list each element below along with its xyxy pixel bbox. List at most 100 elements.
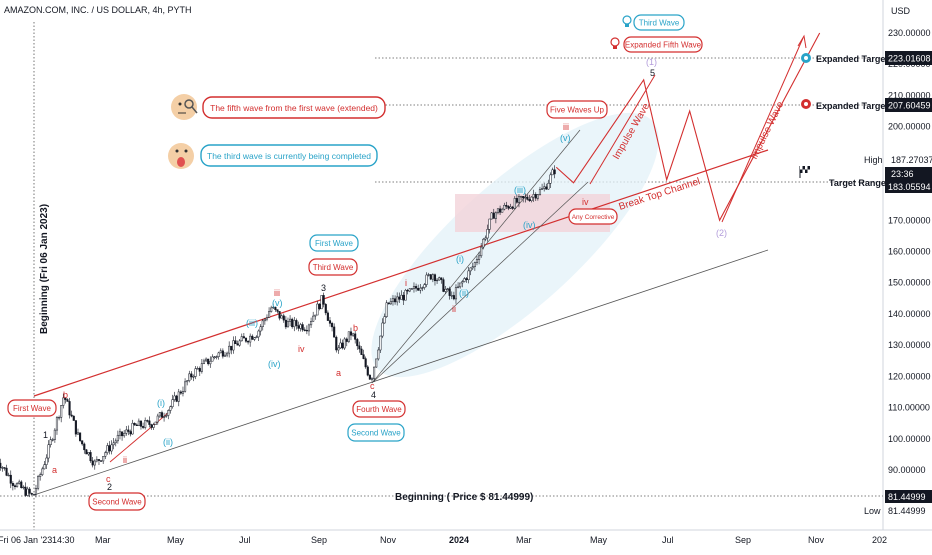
- candle-body: [297, 325, 300, 329]
- candle-body: [383, 316, 386, 324]
- candle-body: [494, 212, 497, 219]
- candle-body: [517, 196, 521, 203]
- callout-third-wave-mid[interactable]: Third Wave: [308, 258, 358, 276]
- candle-body: [276, 309, 279, 312]
- candle-body: [3, 467, 6, 469]
- y-tick-label: 90.00000: [888, 465, 926, 475]
- candle-body: [284, 319, 287, 328]
- candle-body: [163, 416, 166, 418]
- candle-body: [478, 255, 481, 260]
- candle-body: [194, 368, 197, 377]
- y-tick-label: 130.00000: [888, 340, 931, 350]
- candle-body: [412, 286, 416, 289]
- candle-body: [461, 281, 464, 284]
- candle-body: [551, 169, 554, 176]
- candle-body: [26, 488, 29, 496]
- lightbulb-icon: [610, 37, 620, 49]
- callout-first-wave-mid[interactable]: First Wave: [309, 234, 359, 252]
- y-tick-label: 160.00000: [888, 247, 931, 257]
- candle-body: [179, 391, 182, 394]
- lower-channel-line: [33, 249, 769, 496]
- candle-body: [64, 397, 67, 400]
- candle-body: [318, 303, 321, 310]
- candle-body: [524, 196, 527, 199]
- candle-body: [62, 397, 65, 406]
- candle-body: [381, 322, 384, 337]
- candle-body: [127, 429, 130, 432]
- callout-first-wave-left[interactable]: First Wave: [7, 399, 57, 417]
- candle-body: [89, 452, 92, 462]
- candle-body: [24, 486, 27, 496]
- high-label: High: [864, 155, 883, 165]
- candle-body: [238, 340, 241, 346]
- candle-body: [70, 414, 73, 417]
- candle-body: [100, 460, 103, 462]
- candle-body: [217, 352, 220, 357]
- callout-second-wave-mid[interactable]: Second Wave: [347, 423, 405, 442]
- svg-text:Any Corrective: Any Corrective: [572, 214, 615, 221]
- price-tag-target-range: [885, 180, 932, 193]
- callout-fifth-wave-extended[interactable]: The fifth wave from the first wave (exte…: [202, 96, 386, 119]
- candle-body: [160, 412, 164, 418]
- candle-body: [536, 194, 539, 199]
- candle-body: [373, 366, 376, 379]
- candle-body: [356, 339, 359, 347]
- candle-body: [133, 422, 136, 426]
- wave-label-p2: (2): [716, 228, 727, 238]
- candle-body: [175, 395, 178, 402]
- candle-body: [289, 318, 292, 322]
- wave-label-1: 1: [43, 430, 48, 440]
- svg-text:Five Waves Up: Five Waves Up: [550, 106, 604, 115]
- candle-body: [293, 320, 296, 328]
- candle-body: [379, 335, 382, 351]
- candle-body: [146, 420, 149, 422]
- candle-body: [490, 212, 493, 220]
- callout-any-corrective[interactable]: Any Corrective: [568, 208, 618, 225]
- candle-body: [322, 295, 325, 305]
- candle-body: [331, 323, 334, 328]
- svg-text:The fifth wave from the first: The fifth wave from the first wave (exte…: [210, 103, 378, 113]
- candle-body: [415, 286, 418, 289]
- callout-second-wave-left[interactable]: Second Wave: [88, 492, 146, 511]
- candle-body: [97, 459, 101, 461]
- candle-body: [144, 420, 147, 428]
- candle-body: [34, 487, 38, 495]
- wave-label-b2: b: [353, 323, 358, 333]
- candle-body: [257, 330, 260, 338]
- candle-body: [93, 460, 96, 466]
- wave-label-c2: c: [370, 381, 375, 391]
- candle-body: [324, 304, 327, 314]
- beginning-price-label: Beginning ( Price $ 81.44999): [395, 492, 533, 503]
- candle-body: [18, 481, 21, 484]
- candle-body: [507, 206, 510, 209]
- callout-fourth-wave[interactable]: Fourth Wave: [352, 400, 406, 418]
- candle-body: [32, 493, 35, 496]
- candle-body: [499, 208, 502, 213]
- callout-expanded-fifth-wave[interactable]: Expanded Fifth Wave: [623, 36, 703, 53]
- y-tick-label: 120.00000: [888, 371, 931, 381]
- price-axis[interactable]: [884, 0, 932, 530]
- candle-body: [442, 279, 445, 292]
- callout-third-wave-completing[interactable]: The third wave is currently being comple…: [200, 144, 378, 167]
- x-axis-label: Jul: [239, 535, 251, 545]
- candle-body: [263, 318, 266, 322]
- candle-body: [469, 267, 472, 272]
- candle-body: [314, 314, 317, 317]
- wave-label-pv2: (v): [560, 133, 571, 143]
- callout-five-waves-up[interactable]: Five Waves Up: [546, 100, 608, 119]
- candle-body: [421, 287, 424, 289]
- candle-body: [66, 399, 69, 402]
- candle-body: [181, 391, 185, 394]
- candle-body: [549, 174, 552, 184]
- candle-body: [112, 442, 115, 446]
- candle-body: [236, 343, 239, 346]
- candle-body: [431, 274, 434, 280]
- candle-body: [139, 420, 143, 427]
- candle-body: [114, 440, 117, 444]
- wave-label-pv: (v): [272, 298, 283, 308]
- callout-third-wave-top[interactable]: Third Wave: [633, 14, 685, 31]
- candle-body: [467, 270, 470, 280]
- candle-body: [28, 488, 31, 494]
- candle-body: [465, 278, 468, 280]
